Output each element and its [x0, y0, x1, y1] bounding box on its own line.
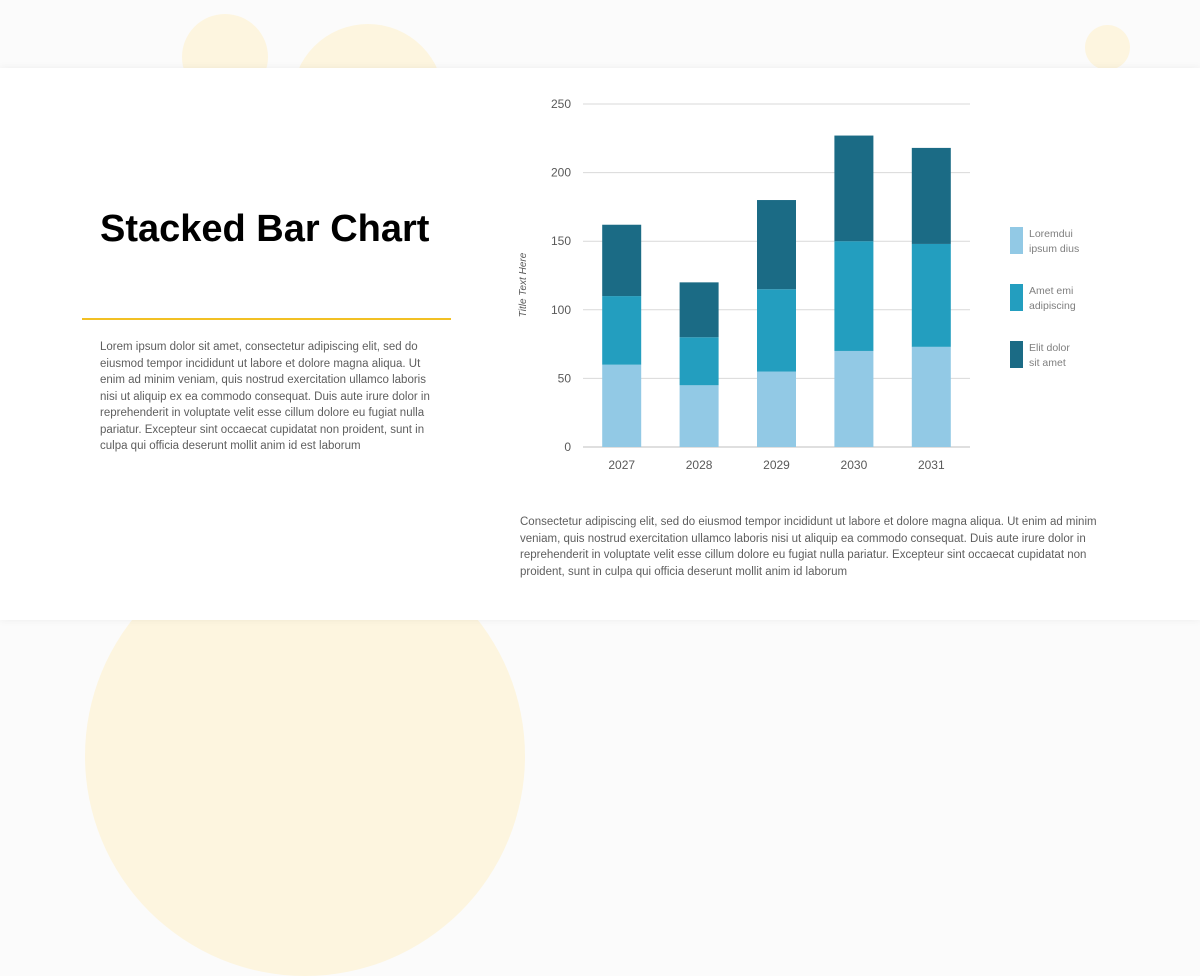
x-tick-label: 2029: [763, 458, 790, 472]
x-tick-label: 2027: [608, 458, 635, 472]
chart-legend: Loremdui ipsum dius Amet emi adipiscing Elit…: [1010, 227, 1079, 369]
content-card: [0, 68, 1200, 620]
x-tick-label: 2030: [841, 458, 868, 472]
x-axis-ticks: 2027 2028 2029 2030 2031: [608, 458, 945, 472]
y-axis-label: Title Text Here: [518, 252, 529, 317]
caption-text: Consectetur adipiscing elit, sed do eius…: [520, 516, 1097, 578]
bar-segment-2027-series-3: [602, 224, 642, 297]
bar-segment-2031-series-1: [911, 346, 951, 447]
bar-segment-2027-series-2: [602, 296, 642, 365]
bar-segment-2030-series-2: [834, 241, 874, 351]
bar-segment-2028-series-1: [679, 385, 719, 447]
y-axis-ticks: 0 50 100 150 200 250: [551, 97, 571, 454]
legend-label: Elit dolor sit amet: [1029, 342, 1070, 369]
decor-circle: [1085, 25, 1130, 70]
bar-segment-2029-series-1: [757, 371, 796, 447]
bar-segment-2030-series-1: [834, 350, 874, 447]
bar-segment-2028-series-2: [679, 337, 719, 386]
title-divider: [82, 318, 451, 320]
x-tick-label: 2028: [686, 458, 713, 472]
legend-swatch: [1010, 227, 1023, 254]
slide-title: Stacked Bar Chart: [100, 208, 430, 250]
stacked-bar-chart: 0 50 100 150 200 250 2027 2028 2029 2030 2031 Tit…: [518, 97, 1079, 472]
legend-swatch: [1010, 284, 1023, 311]
legend-swatch: [1010, 341, 1023, 368]
bar-segment-2029-series-2: [757, 289, 796, 372]
legend-label: Amet emi adipiscing: [1029, 285, 1076, 312]
body-text: Lorem ipsum dolor sit amet, consectetur …: [100, 341, 430, 452]
y-tick-label: 100: [551, 303, 571, 317]
bar-segment-2029-series-3: [757, 200, 796, 290]
y-tick-label: 250: [551, 97, 571, 111]
y-tick-label: 150: [551, 234, 571, 248]
x-tick-label: 2031: [918, 458, 945, 472]
legend-label: Loremdui ipsum dius: [1029, 228, 1079, 255]
bar-segment-2031-series-2: [911, 243, 951, 347]
y-tick-label: 0: [564, 440, 571, 454]
y-tick-label: 50: [558, 371, 572, 385]
bar-segment-2030-series-3: [834, 135, 874, 242]
chart-bars: [602, 135, 951, 447]
bar-segment-2031-series-3: [911, 147, 951, 244]
bar-segment-2027-series-1: [602, 364, 642, 447]
bar-segment-2028-series-3: [679, 282, 719, 338]
y-tick-label: 200: [551, 166, 571, 180]
